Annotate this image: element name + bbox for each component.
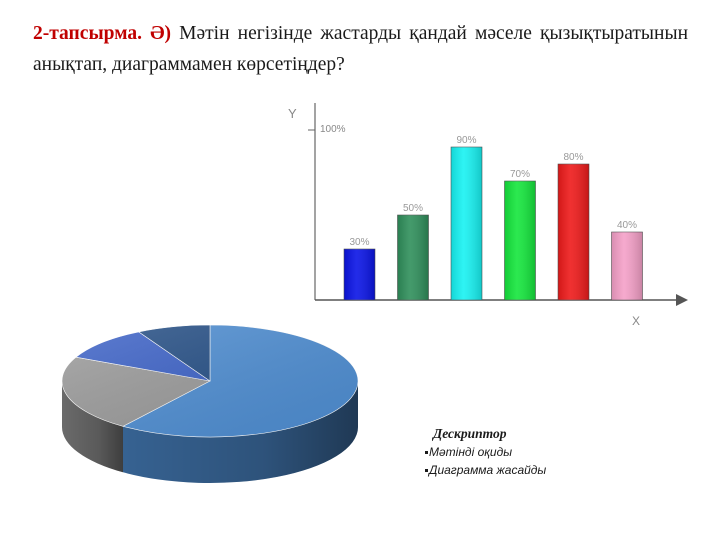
x-axis-label: X [632, 314, 640, 328]
y-axis-label: Y [288, 106, 297, 121]
bar-shading [451, 147, 482, 300]
bar-value-label: 40% [617, 220, 637, 231]
descriptor-item: Мәтінді оқиды [425, 443, 546, 461]
bar-value-label: 50% [403, 203, 423, 214]
bar-shading [611, 232, 643, 300]
descriptor-item-text: Мәтінді оқиды [429, 445, 513, 459]
bar-value-label: 30% [349, 237, 369, 248]
pie-side-shading [62, 381, 124, 473]
bar-value-label: 90% [456, 135, 476, 146]
pie-side-shading [123, 381, 358, 483]
y-axis-tick-label: 100% [320, 124, 346, 135]
pie-top-shading [62, 325, 358, 437]
bar-shading [397, 215, 429, 300]
bar-chart: 100% Y X 30% 50% 90% 70% 80% 40% [288, 103, 688, 328]
descriptor-title: Дескриптор [433, 426, 507, 441]
descriptor-box: Дескриптор Мәтінді оқиды Диаграмма жасай… [425, 425, 546, 479]
descriptor-item: Диаграмма жасайды [425, 461, 546, 479]
task-label: 2-тапсырма. Ә) [33, 23, 172, 44]
bar-shading [344, 249, 375, 300]
descriptor-item-text: Диаграмма жасайды [429, 463, 547, 477]
task-text: 2-тапсырма. Ә) Мәтін негізінде жастарды … [33, 18, 688, 80]
pie-group [61, 324, 359, 483]
bullet-icon [425, 469, 428, 473]
bars-group: 30% 50% 90% 70% 80% 40% [343, 135, 643, 301]
bullet-icon [425, 451, 428, 455]
task-body: Мәтін негізінде жастарды қандай мәселе қ… [33, 23, 689, 75]
bar-shading [558, 164, 589, 300]
bar-value-label: 80% [563, 152, 583, 163]
bar-value-label: 70% [510, 169, 530, 180]
bar-shading [504, 181, 536, 300]
pie-chart [61, 324, 359, 483]
